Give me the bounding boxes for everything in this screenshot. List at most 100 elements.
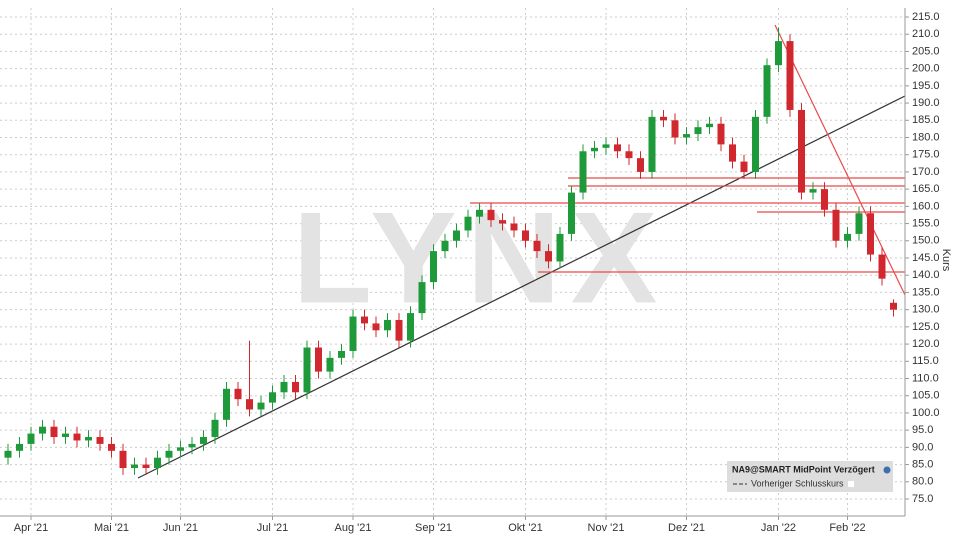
candle-body [752,116,759,172]
trend-line [137,95,906,479]
y-tick-label: 190.0 [912,97,940,109]
y-tick-label: 145.0 [912,252,940,264]
y-tick-label: 105.0 [912,390,940,402]
candle-body [533,240,541,252]
watermark: LYNX [293,184,668,330]
x-tick-label: Jun '21 [163,522,198,534]
candle-body [131,464,138,469]
trend-line [774,24,906,296]
y-tick-label: 110.0 [912,372,939,384]
candle-body [637,158,644,172]
candle-body [821,189,828,210]
candle-body [165,450,173,458]
candle-body [786,41,794,110]
candle-body [188,443,196,448]
candle-body [763,65,771,117]
candle-body [418,282,426,314]
candle-body [453,230,460,241]
candle-body [775,41,782,66]
candle-body [326,357,334,372]
legend-reference: Vorheriger Schlusskurs [751,478,844,488]
legend-box [727,461,893,492]
candle-body [257,402,265,410]
x-tick-label: Feb '22 [829,522,865,534]
candle-body [4,450,12,458]
candle-body [211,419,219,438]
candle-body [568,192,575,234]
candle-body [16,443,23,451]
candle-body [867,213,874,255]
y-tick-label: 95.0 [912,424,933,436]
candle-body [384,319,391,331]
candle-body [39,426,46,434]
candle-body [729,144,736,162]
x-tick-label: Jan '22 [761,522,796,534]
candle-body [510,223,518,231]
y-tick-label: 215.0 [912,11,940,23]
y-tick-label: 140.0 [912,269,940,281]
candle-body [372,323,380,331]
candle-body [740,161,748,172]
legend-icon [883,466,891,474]
legend: NA9@SMART MidPoint Verzögert Vorheriger … [727,461,893,492]
y-tick-label: 85.0 [912,458,933,470]
y-tick-label: 195.0 [912,80,940,92]
y-tick-label: 205.0 [912,45,940,57]
candle-body [430,251,437,283]
candle-body [395,319,403,341]
candle-body [844,233,851,241]
candle-body [487,209,495,221]
candle-body [62,433,69,438]
candle-body [407,313,414,341]
candle-body [73,433,81,441]
y-tick-label: 120.0 [912,338,940,350]
candle-body [142,464,150,469]
candle-body [85,437,92,441]
trend-lines [137,24,906,479]
candle-body [878,254,886,279]
candle-body [499,220,506,224]
candle-body [223,388,230,420]
candle-body [96,437,104,444]
candle-body [108,443,115,451]
y-tick-label: 115.0 [912,355,939,367]
y-tick-label: 100.0 [912,407,940,419]
y-tick-label: 200.0 [912,63,940,75]
candle-body [798,109,805,193]
candle-body [855,213,863,234]
candle-body [269,392,276,403]
y-axis-label: Kurs [940,249,952,272]
y-tick-label: 170.0 [912,166,940,178]
x-tick-label: Jul '21 [257,522,288,534]
candle-body [545,251,552,262]
candle-body [200,437,207,444]
x-tick-label: Apr '21 [14,522,49,534]
candle-body [464,216,472,231]
candle-body [154,457,161,469]
candle-body [246,399,253,410]
x-tick-label: Mai '21 [94,522,129,534]
candle-body [694,127,702,135]
candle-body [234,388,242,400]
y-tick-label: 160.0 [912,200,940,212]
candle-body [717,123,725,145]
legend-series: NA9@SMART MidPoint Verzögert [732,464,875,474]
y-tick-label: 150.0 [912,235,940,247]
candle-body [660,116,667,121]
candle-body [683,134,690,138]
candle-body [579,151,587,193]
candle-body [556,233,564,262]
candle-body [303,347,311,393]
y-tick-label: 130.0 [912,304,940,316]
y-tick-label: 80.0 [912,476,933,488]
candle-body [349,316,357,351]
y-tick-label: 155.0 [912,217,940,229]
x-tick-label: Aug '21 [335,522,372,534]
candle-body [890,302,897,310]
candle-body [476,209,483,217]
y-tick-label: 175.0 [912,149,940,161]
legend-swatch [848,481,854,487]
y-tick-label: 180.0 [912,131,940,143]
candle-body [27,433,35,444]
candle-body [809,189,817,193]
